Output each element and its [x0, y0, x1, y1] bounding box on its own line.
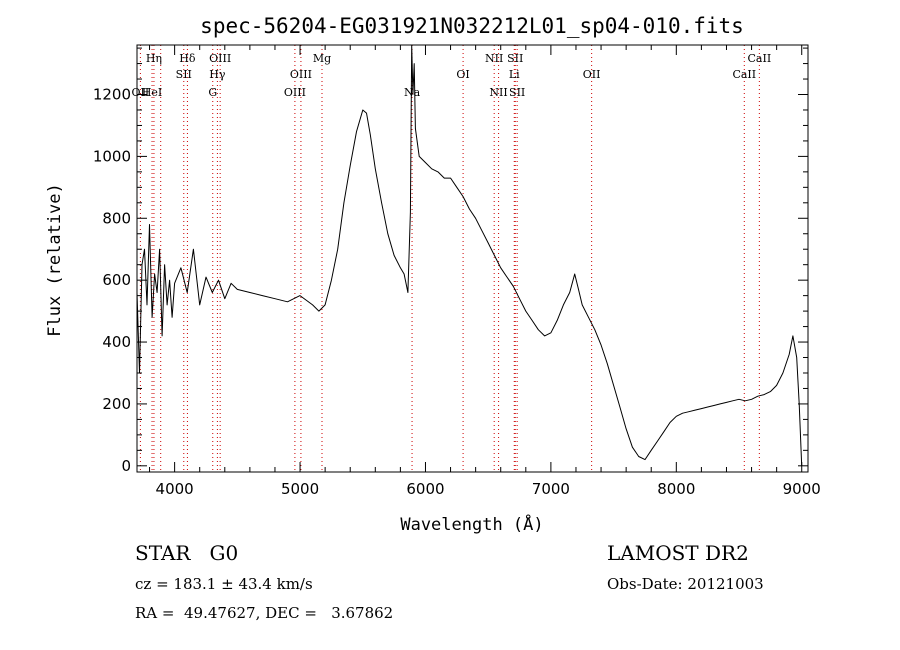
line-label-12: Na — [404, 86, 421, 99]
line-label-5: Hδ — [179, 52, 196, 65]
line-label-18: SII — [509, 86, 525, 99]
y-tick-label-6: 1200 — [93, 86, 131, 104]
x-tick-label-1: 5000 — [281, 480, 319, 498]
line-label-15: NII — [489, 86, 507, 99]
line-label-0: OII — [132, 86, 150, 99]
line-label-6: G — [208, 86, 217, 99]
axis-tick-labels: 4000 5000 6000 7000 8000 9000 0 200 400 600 800 100… — [93, 86, 821, 498]
y-tick-label-1: 200 — [102, 395, 131, 413]
axis-ticks — [137, 45, 808, 472]
spectral-line-labels: OIIHeIHηSIIHδGHγOIIIOIIIOIIIMgNaOINIINII… — [132, 52, 772, 99]
redshift-info: cz = 183.1 ± 43.4 km/s — [135, 575, 313, 593]
observation-date: Obs-Date: 20121003 — [607, 575, 764, 593]
line-label-7: Hγ — [209, 68, 226, 81]
line-label-9: OIII — [284, 86, 306, 99]
line-label-19: OII — [583, 68, 601, 81]
line-label-8: OIII — [209, 52, 231, 65]
line-label-14: NII — [485, 52, 503, 65]
line-label-13: OI — [456, 68, 469, 81]
y-tick-label-5: 1000 — [93, 147, 131, 165]
x-tick-label-2: 6000 — [406, 480, 444, 498]
y-tick-label-2: 400 — [102, 333, 131, 351]
y-tick-label-4: 800 — [102, 209, 131, 227]
plot-frame — [136, 44, 809, 473]
survey-name: LAMOST DR2 — [607, 541, 749, 565]
spectral-line-markers — [139, 45, 760, 472]
line-label-11: Mg — [313, 52, 331, 65]
y-tick-label-3: 600 — [102, 271, 131, 289]
line-label-17: SII — [507, 52, 523, 65]
x-tick-label-5: 9000 — [783, 480, 821, 498]
x-tick-label-3: 7000 — [532, 480, 570, 498]
chart-title: spec-56204-EG031921N032212L01_sp04-010.f… — [200, 14, 744, 38]
object-class: STAR G0 — [135, 541, 239, 565]
spectrum-line — [136, 44, 803, 466]
line-label-4: SII — [176, 68, 192, 81]
coordinates-info: RA = 49.47627, DEC = 3.67862 — [135, 604, 394, 622]
line-label-20: CaII — [732, 68, 756, 81]
x-tick-label-4: 8000 — [657, 480, 695, 498]
line-label-10: OIII — [290, 68, 312, 81]
line-label-2: Hη — [146, 52, 162, 65]
x-axis-label: Wavelength (Å) — [400, 513, 543, 535]
y-axis-label: Flux (relative) — [45, 183, 65, 337]
line-label-1: HeI — [142, 86, 162, 99]
line-label-16: Li — [509, 68, 520, 81]
y-tick-label-0: 0 — [121, 457, 131, 475]
line-label-21: CaII — [748, 52, 772, 65]
x-tick-label-0: 4000 — [156, 480, 194, 498]
spectrum-series — [136, 44, 803, 466]
